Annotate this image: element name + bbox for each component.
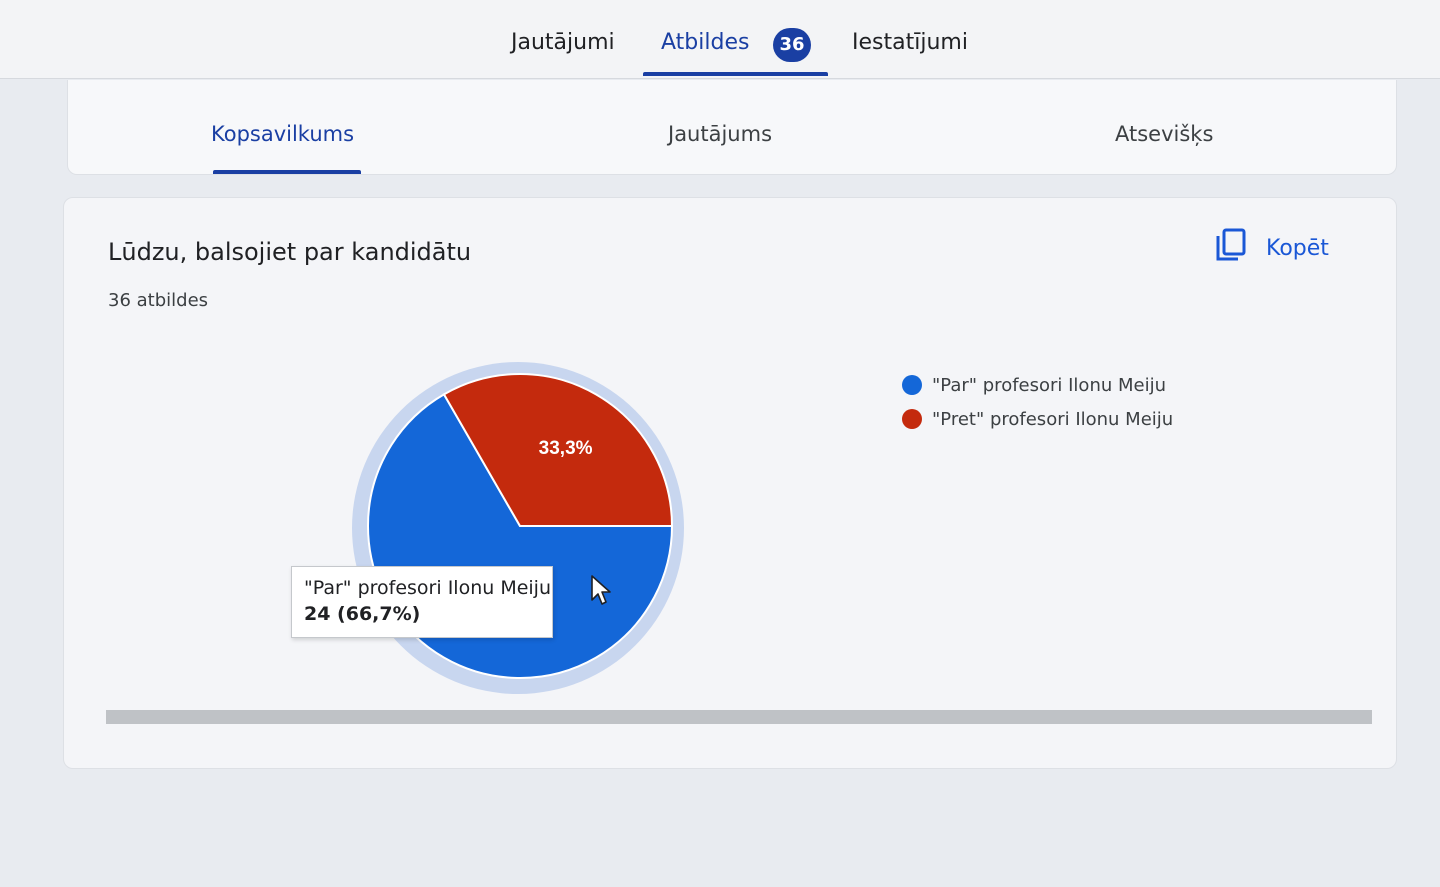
mouse-pointer-icon [591,575,611,605]
copy-label: Kopēt [1266,235,1329,261]
copy-chart-button[interactable]: Kopēt [1214,228,1329,268]
top-tab-bar: Jautājumi Atbildes 36 Iestatījumi [0,0,1440,79]
legend-item-par[interactable]: "Par" profesori Ilonu Meiju [902,368,1173,402]
pie-slice-pret[interactable] [442,373,674,527]
pie-chart[interactable]: 33,3% [64,198,864,738]
question-title: Lūdzu, balsojiet par kandidātu [108,238,472,266]
legend-label-pret: "Pret" profesori Ilonu Meiju [932,408,1174,430]
active-tab-indicator [643,72,828,76]
tab-settings[interactable]: Iestatījumi [852,30,968,55]
pie-slice-label: 33,3% [539,438,593,459]
tab-responses[interactable]: Atbildes [661,30,750,55]
slice-tooltip: "Par" profesori Ilonu Meiju 24 (66,7%) [291,566,553,638]
chart-legend: "Par" profesori Ilonu Meiju "Pret" profe… [902,368,1173,436]
copy-icon [1214,227,1248,269]
tab-question[interactable]: Jautājums [668,122,773,146]
response-count: 36 atbildes [108,290,209,311]
tab-individual[interactable]: Atsevišķs [1115,122,1214,146]
active-subtab-indicator [213,170,361,174]
responses-view-tabs: Kopsavilkums Jautājums Atsevišķs [67,80,1397,175]
tooltip-value: 24 (66,7%) [304,603,421,625]
legend-dot-par [902,375,922,395]
legend-label-par: "Par" profesori Ilonu Meiju [932,374,1166,396]
horizontal-scrollbar[interactable] [106,710,1372,724]
legend-item-pret[interactable]: "Pret" profesori Ilonu Meiju [902,402,1173,436]
responses-count-badge: 36 [773,28,811,62]
question-summary-card: Lūdzu, balsojiet par kandidātu 36 atbild… [63,197,1397,769]
tab-summary[interactable]: Kopsavilkums [211,122,355,146]
tooltip-label: "Par" profesori Ilonu Meiju [304,577,551,599]
tab-questions[interactable]: Jautājumi [511,30,615,55]
legend-dot-pret [902,409,922,429]
